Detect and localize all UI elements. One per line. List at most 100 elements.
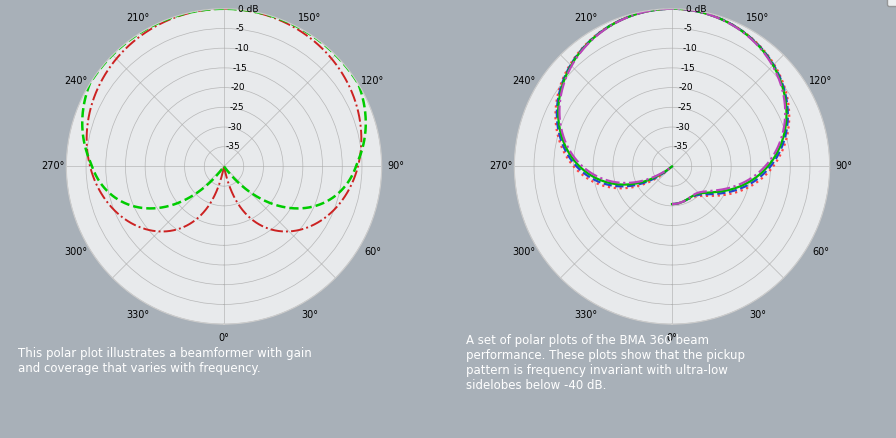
2.5 KHz	[667, 6, 677, 11]
1.5 KHz	[667, 164, 677, 169]
Text: 330°: 330°	[126, 310, 150, 320]
Text: -5: -5	[236, 25, 245, 33]
Text: 120°: 120°	[809, 76, 832, 86]
Text: 0°: 0°	[667, 333, 677, 343]
2.5 KHz	[122, 39, 133, 44]
2.5 KHz	[219, 164, 229, 169]
1.0 KHz	[667, 164, 677, 169]
Line: 1.5 KHz: 1.5 KHz	[556, 9, 788, 204]
Line: 4.0 KHz: 4.0 KHz	[559, 9, 785, 204]
Line: 1.0 KHz: 1.0 KHz	[87, 9, 361, 232]
2.5 KHz	[109, 50, 120, 56]
1.0 KHz	[177, 225, 188, 230]
2.5 KHz	[219, 164, 229, 169]
2.5 KHz	[358, 138, 369, 143]
1.0 KHz	[667, 201, 677, 207]
Text: 60°: 60°	[812, 247, 829, 257]
2.5 KHz	[775, 144, 786, 149]
Text: -30: -30	[676, 123, 690, 132]
2.5 KHz	[741, 181, 752, 186]
1.0 KHz	[219, 6, 229, 11]
1.5 KHz	[777, 143, 788, 148]
Legend: 1.0 KHz, 1.5 KHz, 2.5 KHz, 4.0 KHz: 1.0 KHz, 1.5 KHz, 2.5 KHz, 4.0 KHz	[887, 0, 896, 6]
Text: -10: -10	[235, 44, 249, 53]
Text: 60°: 60°	[364, 247, 381, 257]
1.5 KHz	[576, 47, 587, 52]
Text: -5: -5	[684, 25, 693, 33]
Text: 270°: 270°	[41, 162, 65, 171]
Text: 270°: 270°	[489, 162, 513, 171]
4.0 KHz	[567, 61, 578, 67]
Text: -30: -30	[228, 123, 242, 132]
1.0 KHz	[667, 6, 677, 11]
Line: 1.0 KHz: 1.0 KHz	[556, 9, 789, 204]
1.5 KHz	[667, 164, 677, 169]
Text: -25: -25	[229, 103, 244, 112]
Text: -25: -25	[677, 103, 692, 112]
1.0 KHz	[125, 42, 135, 47]
1.0 KHz	[566, 60, 577, 65]
1.0 KHz	[340, 192, 351, 197]
4.0 KHz	[667, 164, 677, 169]
1.5 KHz	[566, 60, 577, 66]
2.5 KHz	[667, 164, 677, 169]
Text: 240°: 240°	[512, 76, 535, 86]
1.0 KHz	[219, 164, 229, 169]
2.5 KHz	[576, 47, 587, 53]
1.0 KHz	[667, 164, 677, 169]
Text: This polar plot illustrates a beamformer with gain
and coverage that varies with: This polar plot illustrates a beamformer…	[18, 347, 311, 375]
Text: 120°: 120°	[361, 76, 384, 86]
Text: -20: -20	[679, 83, 694, 92]
Text: 0 dB: 0 dB	[685, 5, 706, 14]
Text: 30°: 30°	[301, 310, 318, 320]
Text: 90°: 90°	[387, 162, 404, 171]
2.5 KHz	[667, 201, 677, 207]
1.5 KHz	[667, 164, 677, 169]
Text: 0 dB: 0 dB	[237, 5, 258, 14]
Text: 330°: 330°	[574, 310, 598, 320]
Text: 150°: 150°	[746, 13, 770, 23]
4.0 KHz	[667, 164, 677, 169]
2.5 KHz	[567, 61, 578, 66]
1.0 KHz	[219, 164, 229, 169]
Text: A set of polar plots of the BMA 360 beam
performance. These plots show that the : A set of polar plots of the BMA 360 beam…	[466, 334, 745, 392]
Text: 210°: 210°	[126, 13, 150, 23]
4.0 KHz	[667, 164, 677, 169]
1.0 KHz	[576, 46, 587, 52]
Text: 0°: 0°	[219, 333, 229, 343]
Text: 240°: 240°	[64, 76, 87, 86]
1.5 KHz	[745, 181, 755, 187]
2.5 KHz	[353, 81, 364, 86]
1.5 KHz	[667, 6, 677, 11]
Text: -10: -10	[683, 44, 697, 53]
1.5 KHz	[667, 201, 677, 207]
Text: 300°: 300°	[512, 247, 535, 257]
Line: 2.5 KHz: 2.5 KHz	[558, 9, 787, 204]
Text: 210°: 210°	[574, 13, 598, 23]
Text: 30°: 30°	[749, 310, 766, 320]
2.5 KHz	[219, 164, 229, 169]
Text: -15: -15	[233, 64, 247, 73]
4.0 KHz	[667, 201, 677, 207]
1.0 KHz	[779, 143, 789, 148]
Text: -35: -35	[674, 142, 688, 151]
4.0 KHz	[772, 144, 783, 149]
Text: 150°: 150°	[298, 13, 322, 23]
Text: -20: -20	[231, 83, 246, 92]
1.0 KHz	[747, 182, 758, 187]
1.5 KHz	[667, 164, 677, 169]
2.5 KHz	[333, 190, 344, 195]
4.0 KHz	[667, 6, 677, 11]
Text: -15: -15	[681, 64, 695, 73]
Text: 90°: 90°	[835, 162, 852, 171]
4.0 KHz	[737, 180, 748, 185]
2.5 KHz	[667, 164, 677, 169]
1.0 KHz	[356, 138, 366, 144]
1.0 KHz	[667, 164, 677, 169]
1.0 KHz	[219, 164, 229, 169]
2.5 KHz	[667, 164, 677, 169]
Line: 2.5 KHz: 2.5 KHz	[82, 9, 366, 208]
Text: 300°: 300°	[64, 247, 87, 257]
4.0 KHz	[667, 164, 677, 169]
2.5 KHz	[667, 164, 677, 169]
